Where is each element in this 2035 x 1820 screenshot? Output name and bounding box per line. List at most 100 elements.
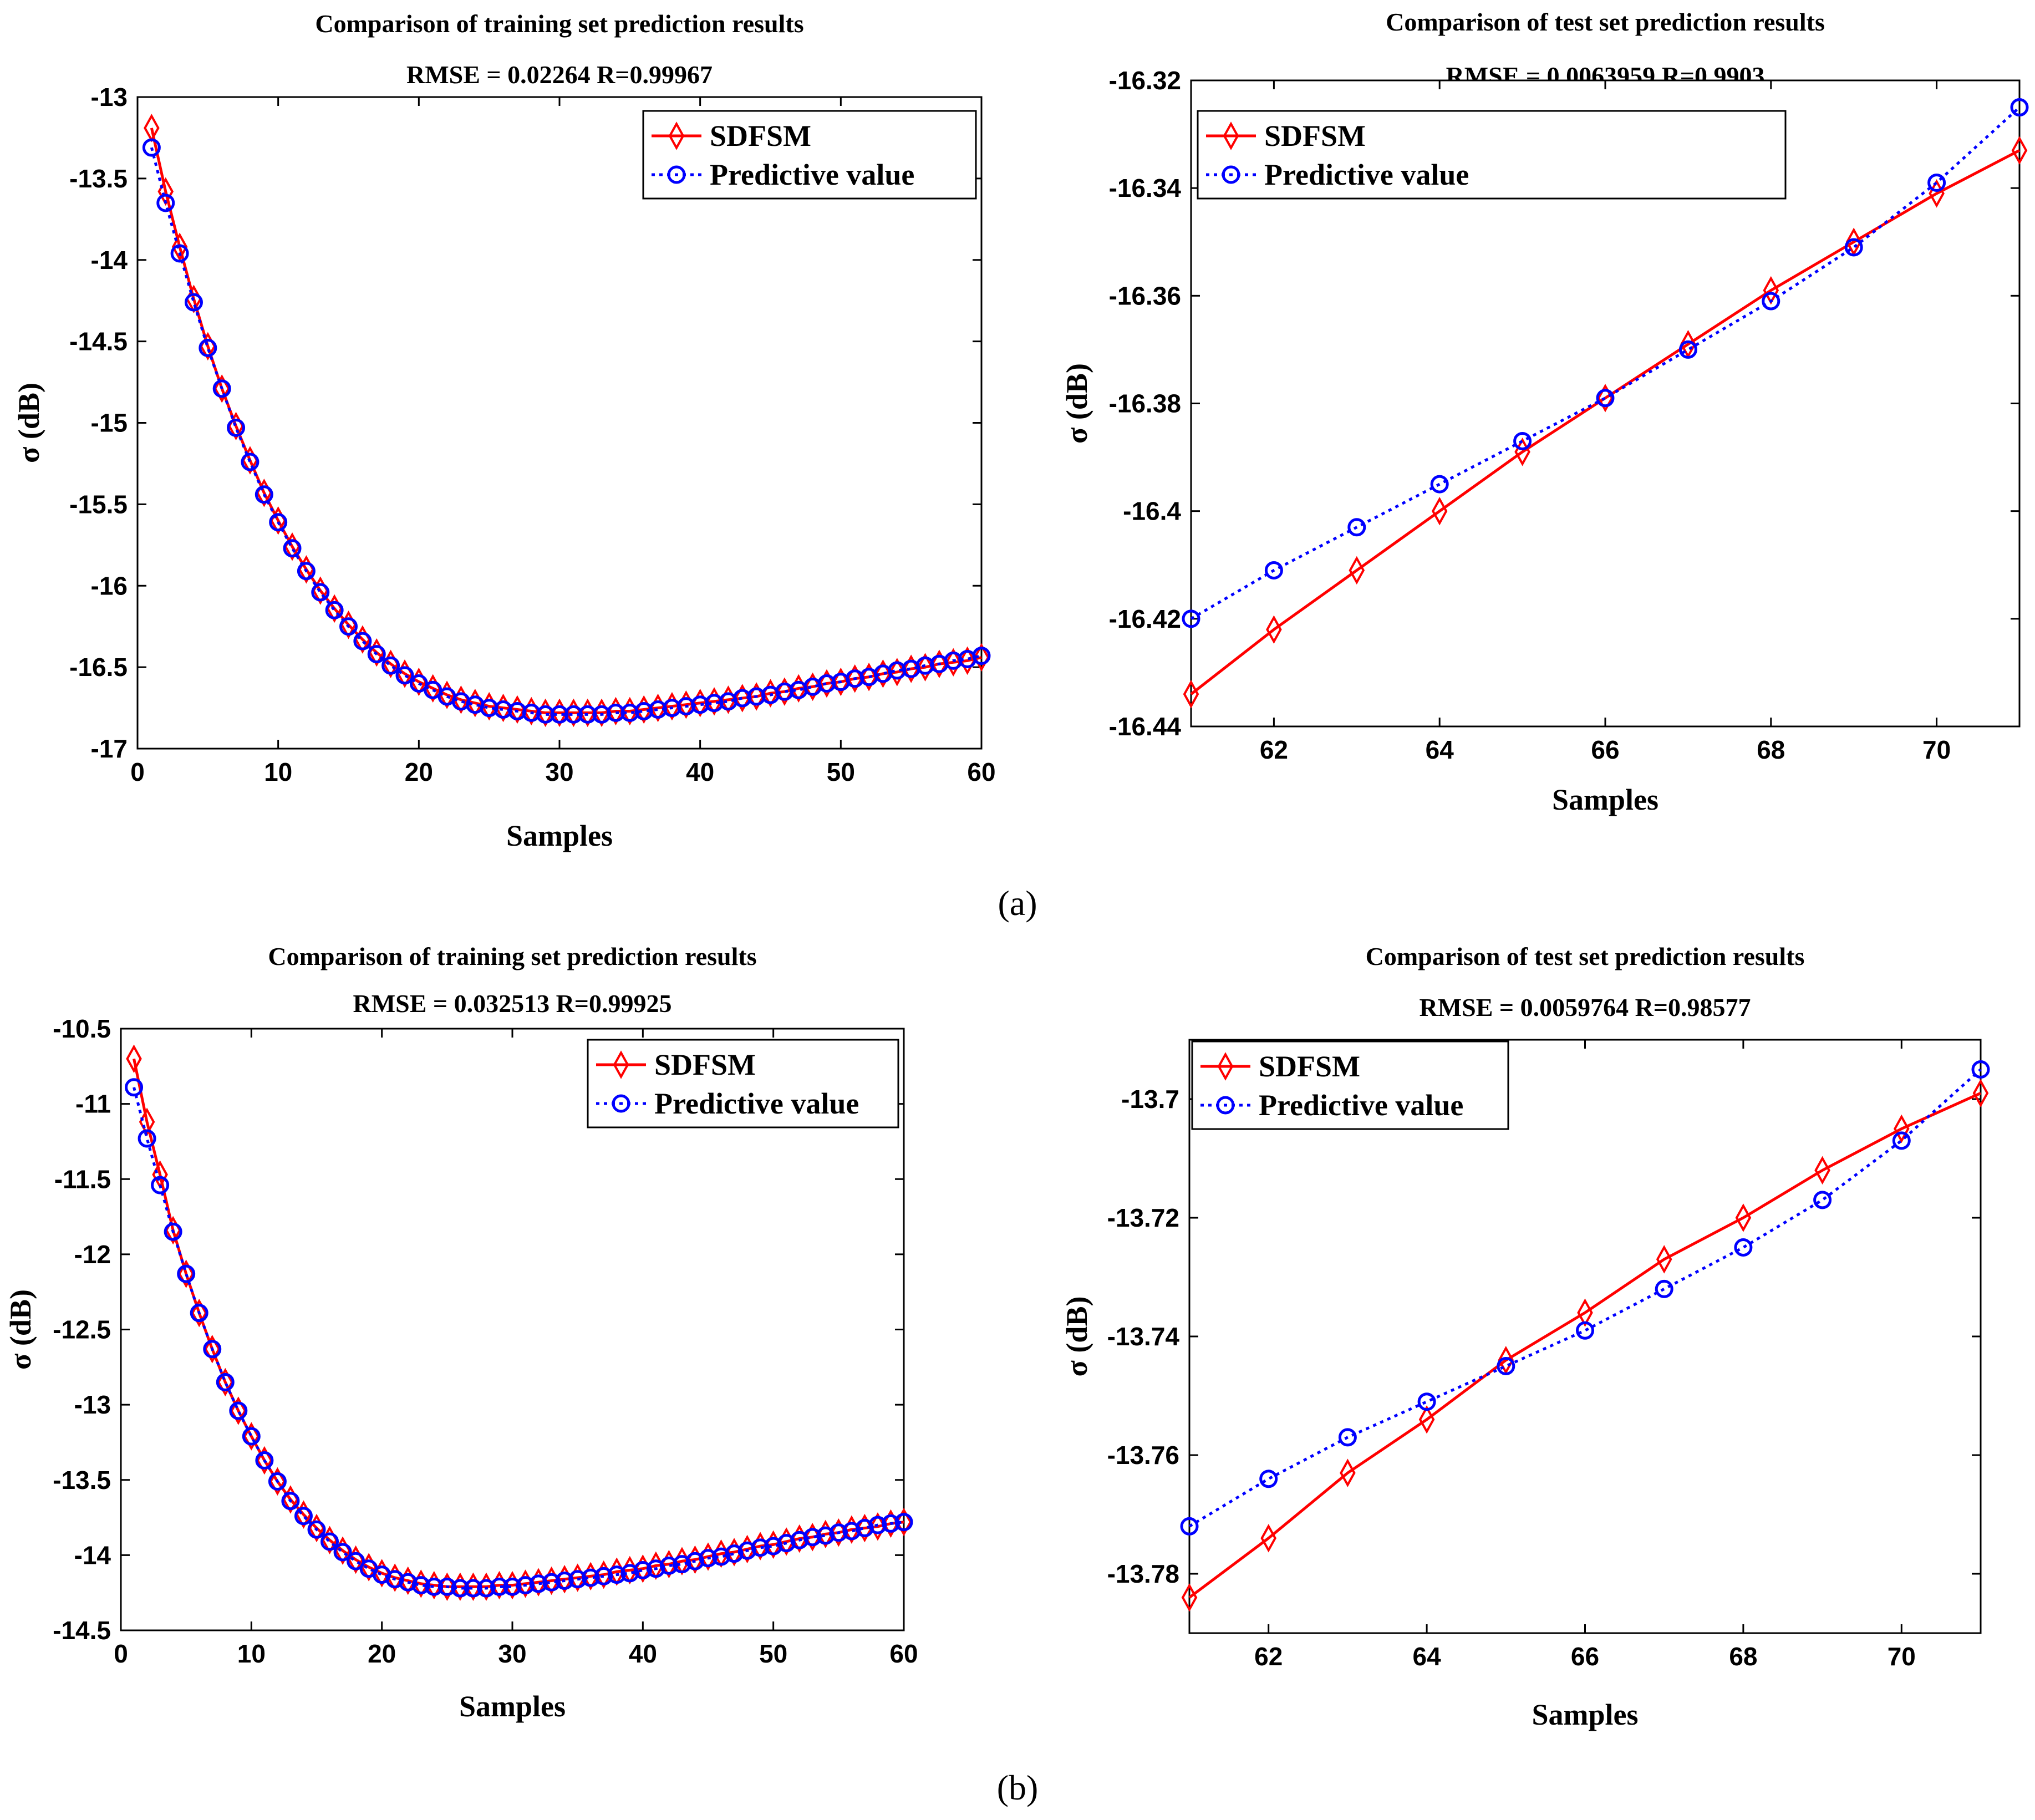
predictive-point xyxy=(594,1567,613,1585)
predictive-point xyxy=(216,1372,235,1391)
chart-title: Comparison of training set prediction re… xyxy=(268,942,756,970)
predictive-point xyxy=(1844,238,1863,257)
sdfsm-point xyxy=(776,677,793,706)
y-tick-label: -16.44 xyxy=(1109,712,1182,741)
sdfsm-point xyxy=(945,648,961,677)
predictive-point xyxy=(1734,1238,1753,1257)
x-tick-label: 60 xyxy=(889,1639,918,1668)
sdfsm-point xyxy=(875,659,891,688)
caption-b: (b) xyxy=(997,1768,1039,1807)
sdfsm-point xyxy=(256,1446,273,1475)
predictive-point xyxy=(620,1564,639,1583)
sdfsm-point xyxy=(213,374,230,403)
sdfsm-point xyxy=(931,649,948,678)
predictive-point xyxy=(437,1577,456,1596)
y-tick-label: -13.5 xyxy=(53,1466,111,1494)
predictive-point xyxy=(568,1570,587,1589)
predictive-point xyxy=(227,418,246,437)
predictive-point xyxy=(1430,475,1449,494)
y-tick-label: -14.5 xyxy=(53,1616,111,1645)
y-tick-label: -13.76 xyxy=(1107,1441,1179,1470)
predictive-point xyxy=(1655,1279,1673,1298)
x-tick-label: 40 xyxy=(686,758,714,786)
legend-predictive-marker xyxy=(667,165,686,184)
chart-subtitle: RMSE = 0.0059764 R=0.98577 xyxy=(1419,993,1751,1021)
series-predictive-line xyxy=(150,147,982,716)
predictive-point xyxy=(156,194,175,212)
x-tick-label: 10 xyxy=(237,1639,266,1668)
predictive-point xyxy=(477,1579,496,1598)
x-tick-label: 30 xyxy=(545,758,573,786)
x-tick-label: 62 xyxy=(1260,735,1288,764)
chart-title: Comparison of test set prediction result… xyxy=(1366,942,1805,970)
sdfsm-point xyxy=(734,684,751,713)
legend-predictive-marker xyxy=(1222,165,1240,184)
sdfsm-point xyxy=(217,1367,233,1397)
y-tick-label: -12 xyxy=(74,1240,111,1269)
sdfsm-point xyxy=(2011,136,2028,165)
sdfsm-point xyxy=(1972,1079,1989,1108)
predictive-point xyxy=(229,1401,248,1420)
predictive-point xyxy=(1338,1428,1357,1447)
predictive-point xyxy=(673,1555,691,1574)
plot-area xyxy=(1188,1039,1982,1634)
predictive-point xyxy=(1182,609,1200,628)
sdfsm-point xyxy=(1577,1298,1593,1327)
sdfsm-point xyxy=(1418,1405,1435,1434)
legend-predictive-marker xyxy=(1216,1096,1235,1115)
predictive-point xyxy=(199,338,217,357)
x-tick-label: 30 xyxy=(498,1639,526,1668)
plot-area xyxy=(136,96,983,750)
sdfsm-point xyxy=(243,1422,260,1451)
predictive-point xyxy=(1264,561,1283,579)
sdfsm-point xyxy=(1181,1583,1198,1612)
y-tick-label: -16.34 xyxy=(1109,174,1182,202)
predictive-point xyxy=(311,583,330,602)
y-tick-label: -16.42 xyxy=(1109,604,1181,633)
predictive-point xyxy=(550,705,569,724)
legend: SDFSM Predictive value xyxy=(587,1039,899,1128)
x-axis-label: Samples xyxy=(459,1690,566,1723)
x-tick-label: 66 xyxy=(1591,735,1619,764)
sdfsm-point xyxy=(269,1467,286,1496)
legend-predictive-label: Predictive value xyxy=(1264,158,1469,191)
x-tick-label: 20 xyxy=(405,758,433,786)
legend-box xyxy=(1191,1040,1509,1130)
series-predictive-line xyxy=(1188,1068,1982,1528)
predictive-point xyxy=(242,1427,261,1446)
y-tick-label: -16 xyxy=(91,571,128,600)
legend-box xyxy=(642,110,977,200)
predictive-point xyxy=(353,632,372,650)
x-tick-label: 70 xyxy=(1888,1642,1916,1671)
legend-sdfsm-label: SDFSM xyxy=(710,119,811,152)
sdfsm-point xyxy=(204,1335,221,1364)
predictive-point xyxy=(255,1451,274,1470)
x-axis-label: Samples xyxy=(1532,1698,1638,1731)
legend-predictive-label: Predictive value xyxy=(654,1087,859,1120)
chart-a-training: Comparison of training set prediction re… xyxy=(12,9,996,852)
predictive-point xyxy=(738,1541,757,1560)
sdfsm-point xyxy=(171,232,188,261)
sdfsm-point xyxy=(959,646,975,675)
predictive-point xyxy=(829,1523,848,1542)
x-tick-label: 70 xyxy=(1922,735,1951,764)
predictive-point xyxy=(203,1340,222,1359)
predictive-point xyxy=(297,562,316,581)
predictive-point xyxy=(255,485,273,504)
predictive-point xyxy=(399,1573,418,1592)
predictive-point xyxy=(367,645,386,664)
predictive-point xyxy=(184,293,203,312)
predictive-point xyxy=(268,1472,287,1491)
predictive-point xyxy=(411,1576,430,1595)
series-predictive-line xyxy=(1190,106,2021,620)
x-axis-label: Samples xyxy=(1552,783,1658,816)
predictive-point xyxy=(699,1549,718,1568)
x-tick-label: 0 xyxy=(130,758,145,786)
x-tick-label: 0 xyxy=(114,1639,128,1668)
predictive-point xyxy=(2010,98,2029,117)
chart-subtitle: RMSE = 0.032513 R=0.99925 xyxy=(353,989,671,1018)
predictive-point xyxy=(283,539,302,558)
sdfsm-point xyxy=(748,682,765,711)
predictive-point xyxy=(1576,1321,1594,1340)
